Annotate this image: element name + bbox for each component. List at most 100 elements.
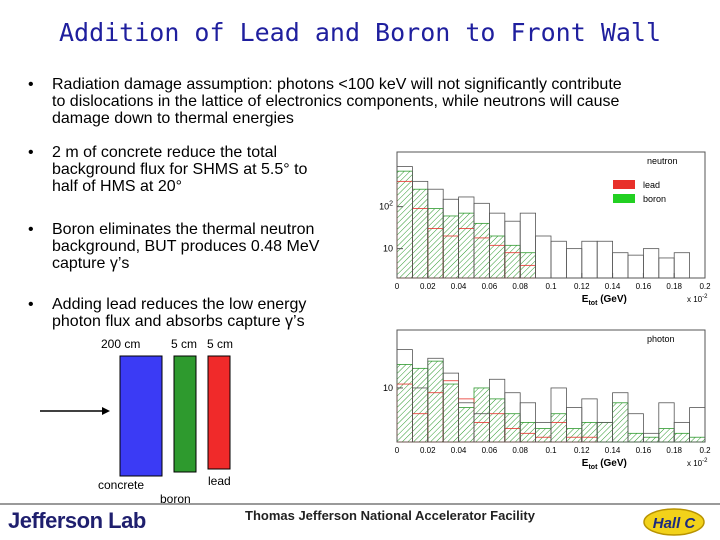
concrete-layer (119, 355, 163, 477)
histogram-bar-boron (550, 413, 567, 443)
bullet-line: capture γ’s (52, 255, 130, 272)
histogram-bar-boron (596, 421, 613, 443)
slide-title: Addition of Lead and Boron to Front Wall (58, 18, 662, 47)
histogram-bar-boron (489, 398, 506, 443)
histogram-bar-boron (612, 402, 629, 443)
histogram-bar-boron (504, 244, 521, 279)
histogram-bar-boron (473, 387, 490, 443)
lead-thickness-label: 5 cm (207, 337, 234, 351)
histogram-bar-total (673, 252, 691, 279)
bullet-line: background, BUT produces 0.48 MeV (52, 238, 320, 255)
x-tick-label: 0.12 (574, 446, 590, 455)
x-tick-label: 0.08 (512, 446, 528, 455)
bullet-line: Boron eliminates the thermal neutron (52, 221, 315, 238)
hall-c-logo-shape (643, 508, 705, 536)
x-tick-label: 0 (395, 282, 400, 291)
x-tick-label: 0.16 (636, 446, 652, 455)
hall-c-logo-text: Hall C (653, 515, 697, 532)
bullet-line: Adding lead reduces the low energy (52, 296, 307, 313)
x-tick-label: 0.04 (451, 446, 467, 455)
photon-histogram: 0 0.02 0.04 0.06 0.08 0.1 0.12 0.14 0.16 0.18 0.2 1… (383, 329, 711, 471)
histogram-bar-boron (565, 428, 583, 443)
histogram-bar-boron (658, 428, 675, 443)
footer-divider (0, 503, 720, 505)
x-axis-multiplier: x 10-2 (687, 294, 708, 304)
legend-label: lead (643, 180, 660, 190)
histogram-bar-boron (412, 188, 429, 279)
histogram-bar-boron (689, 436, 706, 443)
x-tick-label: 0.1 (545, 282, 557, 291)
legend-swatch (613, 194, 635, 203)
concrete-label: concrete (98, 478, 145, 492)
x-tick-label: 0.06 (482, 446, 498, 455)
x-tick-label: 0.06 (482, 282, 498, 291)
histogram-bar-total (689, 407, 706, 443)
histogram-bar-boron (427, 208, 444, 279)
x-axis-multiplier: x 10-2 (687, 458, 708, 468)
x-tick-label: 0.18 (666, 282, 682, 291)
legend-swatch (613, 180, 635, 189)
histogram-title: photon (647, 334, 675, 344)
lead-label: lead (208, 474, 231, 488)
bullet-2-text: 2 m of concrete reduce the total backgro… (52, 144, 307, 195)
x-tick-label: 0.02 (420, 446, 436, 455)
histogram-title: neutron (647, 156, 678, 166)
histogram-bar-boron (442, 383, 459, 443)
bullet-marker: • (28, 144, 34, 161)
bullet-4-text: Adding lead reduces the low energy photo… (52, 296, 306, 330)
x-axis-label: Etot (GeV) (582, 294, 627, 307)
histogram-bar-boron (412, 367, 429, 443)
x-tick-label: 0 (395, 446, 400, 455)
histogram-bar-boron (458, 407, 475, 443)
bullet-line: 2 m of concrete reduce the total (52, 144, 278, 161)
y-tick-label: 10 (383, 244, 393, 254)
concrete-thickness-label: 200 cm (101, 337, 141, 351)
facility-name: Thomas Jefferson National Accelerator Fa… (245, 508, 535, 523)
bullet-line: half of HMS at 20° (52, 178, 183, 195)
histogram-bar-boron (473, 222, 490, 279)
bullet-line: Radiation damage assumption: photons <10… (52, 76, 622, 93)
wall-diagram (40, 355, 231, 477)
histogram-bar-boron (442, 215, 459, 279)
histogram-bar-boron (519, 421, 536, 443)
x-tick-label: 0.14 (605, 282, 621, 291)
bullet-1-text: Radiation damage assumption: photons <10… (52, 76, 622, 127)
x-tick-label: 0.02 (420, 282, 436, 291)
bullet-marker: • (28, 76, 34, 93)
histogram-bar-boron (427, 360, 444, 443)
x-axis-label: Etot (GeV) (582, 458, 627, 471)
histogram-bar-boron (504, 413, 521, 443)
histogram-bar-boron (642, 436, 660, 443)
jefferson-lab-logo: Jefferson Lab (8, 508, 146, 533)
hall-c-logo: Hall C (643, 508, 705, 536)
y-tick-label: 10 (383, 383, 393, 393)
bullet-line: damage down to thermal energies (52, 110, 294, 127)
x-tick-label: 0.12 (574, 282, 590, 291)
boron-label: boron (160, 492, 191, 506)
histogram-bar-total (581, 398, 598, 443)
x-tick-label: 0.04 (451, 282, 467, 291)
histogram-bar-boron (535, 428, 552, 443)
histogram-bar-boron (627, 432, 644, 443)
bullet-marker: • (28, 296, 34, 313)
lead-layer (207, 355, 231, 470)
x-tick-label: 0.2 (699, 446, 711, 455)
histogram-bar-boron (581, 421, 598, 443)
y-tick-label: 102 (379, 201, 393, 212)
x-tick-label: 0.16 (636, 282, 652, 291)
histogram-bar-boron (396, 364, 413, 443)
histogram-bar-boron (489, 235, 506, 279)
x-tick-label: 0.2 (699, 282, 711, 291)
bullet-marker: • (28, 221, 34, 238)
x-tick-label: 0.08 (512, 282, 528, 291)
legend-label: boron (643, 194, 666, 204)
boron-thickness-label: 5 cm (171, 337, 198, 351)
boron-layer (173, 355, 197, 473)
neutron-histogram: 0 0.02 0.04 0.06 0.08 0.1 0.12 0.14 0.16 0.18 0.2 1… (379, 151, 711, 307)
histogram-bar-boron (396, 170, 413, 279)
bullet-line: to dislocations in the lattice of electr… (52, 93, 620, 110)
bullet-line: background flux for SHMS at 5.5° to (52, 161, 308, 178)
bullet-line: photon flux and absorbs capture γ’s (52, 313, 305, 330)
histogram-bar-boron (673, 432, 691, 443)
bullet-3-text: Boron eliminates the thermal neutron bac… (52, 221, 319, 272)
